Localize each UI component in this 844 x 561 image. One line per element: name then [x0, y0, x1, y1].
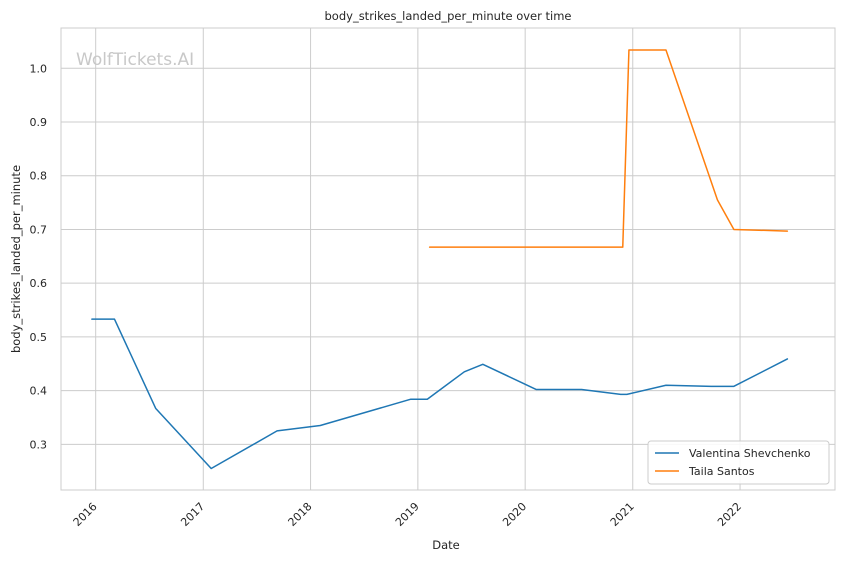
chart-title: body_strikes_landed_per_minute over time — [325, 9, 572, 23]
y-tick-label: 0.8 — [30, 170, 48, 183]
y-tick-label: 1.0 — [30, 62, 48, 75]
grid-lines — [61, 28, 835, 490]
legend-label-valentina-shevchenko: Valentina Shevchenko — [689, 447, 811, 460]
watermark-text: WolfTickets.AI — [76, 50, 194, 70]
y-tick-label: 0.4 — [30, 385, 48, 398]
series-layer — [91, 49, 789, 470]
y-tick-label: 0.5 — [30, 331, 48, 344]
series-line-taila-santos — [428, 49, 789, 248]
y-tick-label: 0.9 — [30, 116, 48, 129]
plot-frame — [60, 27, 836, 491]
x-axis-label: Date — [432, 538, 460, 552]
legend-box — [647, 440, 830, 485]
y-axis-label: body_strikes_landed_per_minute — [9, 165, 23, 353]
y-tick-label: 0.7 — [30, 223, 48, 236]
y-tick-label: 0.3 — [30, 438, 48, 451]
series-line-valentina-shevchenko — [91, 318, 789, 470]
y-tick-label: 0.6 — [30, 277, 48, 290]
legend-label-taila-santos: Taila Santos — [688, 465, 755, 478]
legend: Valentina Shevchenko Taila Santos — [647, 440, 830, 485]
y-axis-ticks: 0.3 0.4 0.5 0.6 0.7 0.8 0.9 1.0 — [30, 62, 48, 451]
